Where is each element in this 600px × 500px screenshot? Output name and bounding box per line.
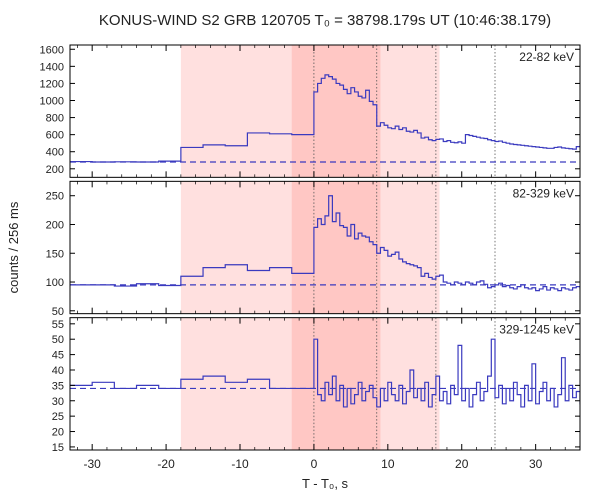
ytick-label: 100 [46, 277, 64, 289]
panel-label: 22-82 keV [519, 50, 574, 64]
ytick-label: 25 [52, 411, 64, 423]
ytick-label: 30 [52, 396, 64, 408]
xtick-label: 0 [311, 457, 318, 471]
ytick-label: 50 [52, 334, 64, 346]
ytick-label: 1600 [40, 44, 64, 56]
xtick-label: -10 [231, 457, 249, 471]
ytick-label: 55 [52, 319, 64, 331]
ytick-label: 150 [46, 248, 64, 260]
ytick-label: 15 [52, 442, 64, 454]
xtick-label: -20 [157, 457, 175, 471]
panel-1: 50 100 150 200 250 82-329 keV [46, 181, 591, 317]
ytick-label: 200 [46, 219, 64, 231]
ytick-label: 1200 [40, 78, 64, 90]
panel-label: 82-329 keV [513, 186, 574, 200]
ytick-label: 250 [46, 191, 64, 203]
shaded-region [292, 181, 381, 313]
panel-2: 15 20 25 30 35 40 45 50 55 -30 -20 -10 0 10 20 30 329-12… [52, 318, 591, 471]
x-axis-label: T - T₀, s [302, 476, 349, 491]
panel-0: 200 400 600 800 1000 1200 1400 1600 22-82 keV [40, 44, 592, 177]
ytick-label: 1400 [40, 61, 64, 73]
ytick-label: 400 [46, 147, 64, 159]
panel-label: 329-1245 keV [499, 323, 574, 337]
xtick-label: -30 [84, 457, 102, 471]
plot-title: KONUS-WIND S2 GRB 120705 T₀ = 38798.179s… [99, 12, 551, 29]
y-axis-label: counts / 256 ms [6, 201, 21, 293]
ytick-label: 20 [52, 427, 64, 439]
shaded-region [292, 45, 381, 177]
xtick-label: 30 [529, 457, 543, 471]
ytick-label: 800 [46, 113, 64, 125]
xtick-label: 20 [455, 457, 469, 471]
xtick-label: 10 [381, 457, 395, 471]
ytick-label: 1000 [40, 95, 64, 107]
ytick-label: 200 [46, 164, 64, 176]
ytick-label: 600 [46, 130, 64, 142]
ytick-label: 50 [52, 306, 64, 318]
ytick-label: 45 [52, 350, 64, 362]
ytick-label: 35 [52, 380, 64, 392]
lightcurve-figure: KONUS-WIND S2 GRB 120705 T₀ = 38798.179s… [0, 0, 600, 500]
ytick-label: 40 [52, 365, 64, 377]
